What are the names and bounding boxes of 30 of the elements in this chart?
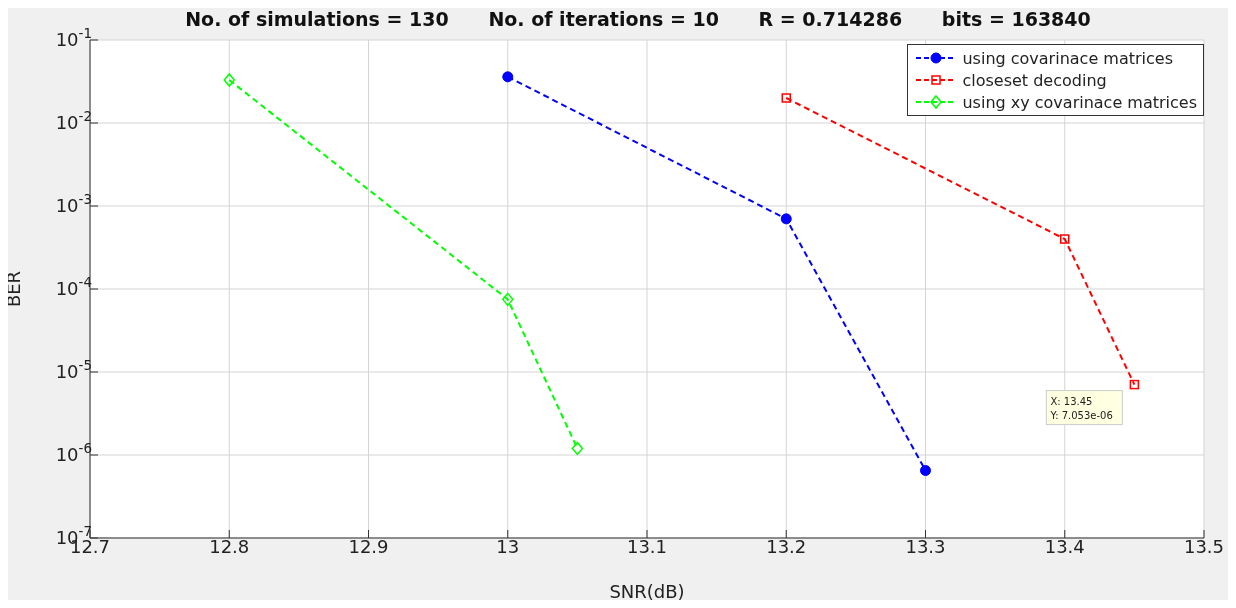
legend-label: using xy covarinace matrices — [962, 92, 1197, 112]
y-axis-title: BER — [3, 270, 25, 308]
y-tick-label: 10$^{-3}$ — [55, 191, 92, 216]
point — [502, 292, 514, 307]
x-tick-label: 13 — [496, 535, 520, 557]
point — [920, 465, 931, 477]
point — [223, 73, 235, 87]
legend-label: closeset decoding — [962, 70, 1107, 90]
point — [502, 71, 514, 83]
x-tick-label: 13.4 — [1044, 535, 1085, 557]
annotation: X: 13.45 Y: 7.053e-06 — [1049, 395, 1113, 421]
chart-title: No. of simulations = 130 No. of iterations = 10 R = 0.714286 bits = 163840 — [185, 8, 1091, 30]
y-tick-label: 10$^{-1}$ — [55, 25, 92, 50]
y-tick-label: 10$^{-2}$ — [55, 108, 92, 133]
x-tick-label: 12.8 — [209, 535, 250, 557]
x-tick-label: 12.9 — [348, 535, 389, 557]
y-tick-label: 10$^{-6}$ — [55, 440, 92, 465]
x-axis-title: SNR(dB) — [609, 581, 685, 602]
point — [1129, 379, 1140, 390]
y-tick-label: 10$^{-5}$ — [55, 357, 92, 382]
point — [780, 213, 792, 225]
y-tick-label: 10$^{-4}$ — [55, 274, 92, 299]
point — [1060, 234, 1070, 244]
legend-label: using covarinace matrices — [962, 48, 1173, 68]
x-tick-label: 13.2 — [766, 535, 807, 557]
x-tick-label: 13.5 — [1183, 535, 1225, 557]
x-tick-label: 13.1 — [626, 535, 668, 557]
point — [781, 93, 791, 103]
x-tick-label: 13.3 — [905, 535, 946, 557]
point — [571, 441, 584, 456]
